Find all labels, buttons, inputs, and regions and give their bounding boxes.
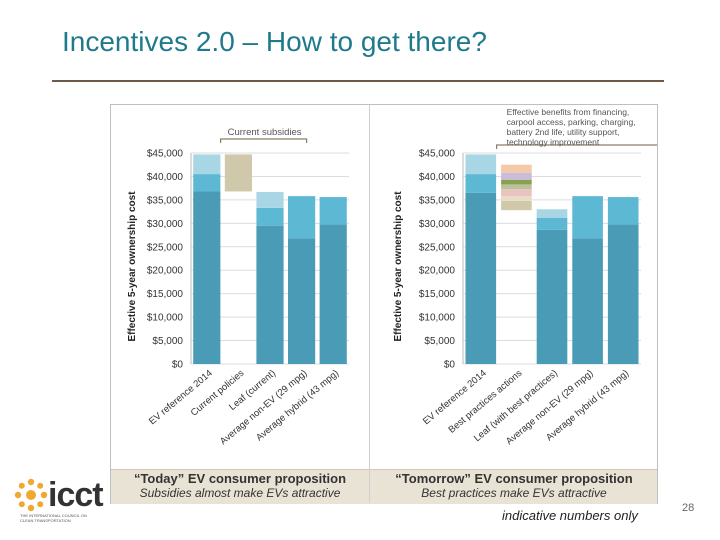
x-tick-label-1-0: EV reference 2014 [421, 368, 489, 427]
bar-0-2-seg-1 [256, 207, 284, 226]
bar-0-2-seg-2 [256, 191, 284, 208]
y-tick-label-0-3: $15,000 [147, 289, 184, 300]
bar-1-3-seg-1 [572, 196, 603, 239]
bar-1-0-seg-1 [465, 174, 497, 193]
benefit-piece-1-4 [501, 179, 532, 185]
bar-1-0-seg-2 [465, 154, 497, 175]
bar-1-2-seg-1 [536, 217, 568, 230]
bar-0-2-seg-0 [256, 225, 284, 364]
annotation-text-0: Current subsidies [228, 127, 302, 138]
title-divider [52, 80, 664, 82]
floating-bar-0-0 [224, 154, 252, 192]
bar-1-4-seg-1 [607, 197, 639, 225]
benefit-piece-1-3 [501, 184, 532, 190]
charts-canvas: Effective 5-year ownership cost $0 $5,000 $… [127, 107, 657, 447]
footer-note: indicative numbers only [502, 508, 638, 523]
y-tick-label-1-5: $25,000 [419, 242, 456, 253]
y-tick-label-1-6: $30,000 [419, 219, 456, 230]
bar-0-3-seg-0 [288, 238, 316, 364]
y-tick-label-1-0: $0 [444, 360, 456, 371]
y-tick-label-1-3: $15,000 [419, 289, 456, 300]
y-tick-label-1-1: $5,000 [424, 336, 455, 347]
y-tick-label-1-9: $45,000 [419, 149, 456, 160]
bar-1-2-seg-0 [536, 229, 568, 364]
left-caption-subheading: Subsidies almost make EVs attractive [139, 486, 341, 500]
bar-0-0-seg-0 [193, 191, 221, 364]
y-tick-label-1-2: $10,000 [419, 313, 456, 324]
caption-bar [111, 469, 657, 504]
y-tick-label-1-4: $20,000 [419, 266, 456, 277]
right-caption-subheading: Best practices make EVs attractive [421, 486, 607, 500]
logo-text: icct [48, 476, 104, 514]
left-caption: “Today” EV consumer proposition Subsidie… [111, 471, 369, 500]
annotation-text-1: Effective benefits from financing, carpoo… [507, 107, 636, 147]
bar-0-4-seg-0 [319, 224, 347, 364]
y-tick-label-0-5: $25,000 [147, 242, 184, 253]
y-axis-label-1: Effective 5-year ownership cost [393, 191, 404, 342]
bar-0-0-seg-2 [193, 154, 221, 175]
annotation-bracket-1 [496, 144, 657, 149]
benefit-piece-1-0 [501, 200, 532, 211]
y-tick-label-0-6: $30,000 [147, 219, 184, 230]
bar-1-2-seg-2 [536, 209, 568, 218]
y-tick-label-1-7: $35,000 [419, 195, 456, 206]
y-tick-label-0-2: $10,000 [147, 313, 184, 324]
icct-logo: icct THE INTERNATIONAL COUNCIL ON CLEAN … [14, 476, 104, 524]
page-number: 28 [682, 502, 695, 514]
y-axis-label-0: Effective 5-year ownership cost [127, 191, 138, 342]
y-tick-label-0-1: $5,000 [152, 336, 183, 347]
benefit-piece-1-6 [501, 164, 532, 173]
slide-title: Incentives 2.0 – How to get there? [62, 26, 487, 57]
chart-figure: Effective 5-year ownership cost $0 $5,000 $… [110, 104, 658, 504]
annotation-bracket-0 [220, 138, 308, 143]
bar-0-0-seg-1 [193, 174, 221, 192]
y-tick-label-1-8: $40,000 [419, 172, 456, 183]
y-tick-label-0-0: $0 [172, 360, 184, 371]
benefit-piece-1-2 [501, 189, 532, 197]
bar-1-3-seg-0 [572, 238, 603, 364]
bar-1-0-seg-0 [465, 192, 497, 364]
y-tick-label-0-7: $35,000 [147, 195, 184, 206]
panel-divider [369, 105, 370, 503]
bar-0-4-seg-1 [319, 197, 347, 225]
bar-0-3-seg-1 [288, 196, 316, 239]
right-caption-heading: “Tomorrow” EV consumer proposition [395, 471, 633, 486]
bar-1-4-seg-0 [607, 224, 639, 364]
left-caption-heading: “Today” EV consumer proposition [133, 471, 347, 486]
y-tick-label-0-4: $20,000 [147, 266, 184, 277]
y-tick-label-0-8: $40,000 [147, 172, 184, 183]
logo-subtitle: THE INTERNATIONAL COUNCIL ON CLEAN TRANS… [20, 513, 87, 523]
right-caption: “Tomorrow” EV consumer proposition Best … [371, 471, 657, 500]
y-tick-label-0-9: $45,000 [147, 149, 184, 160]
icct-logo-mark [14, 478, 48, 512]
benefit-piece-1-5 [501, 172, 532, 180]
benefit-piece-1-1 [501, 196, 532, 201]
